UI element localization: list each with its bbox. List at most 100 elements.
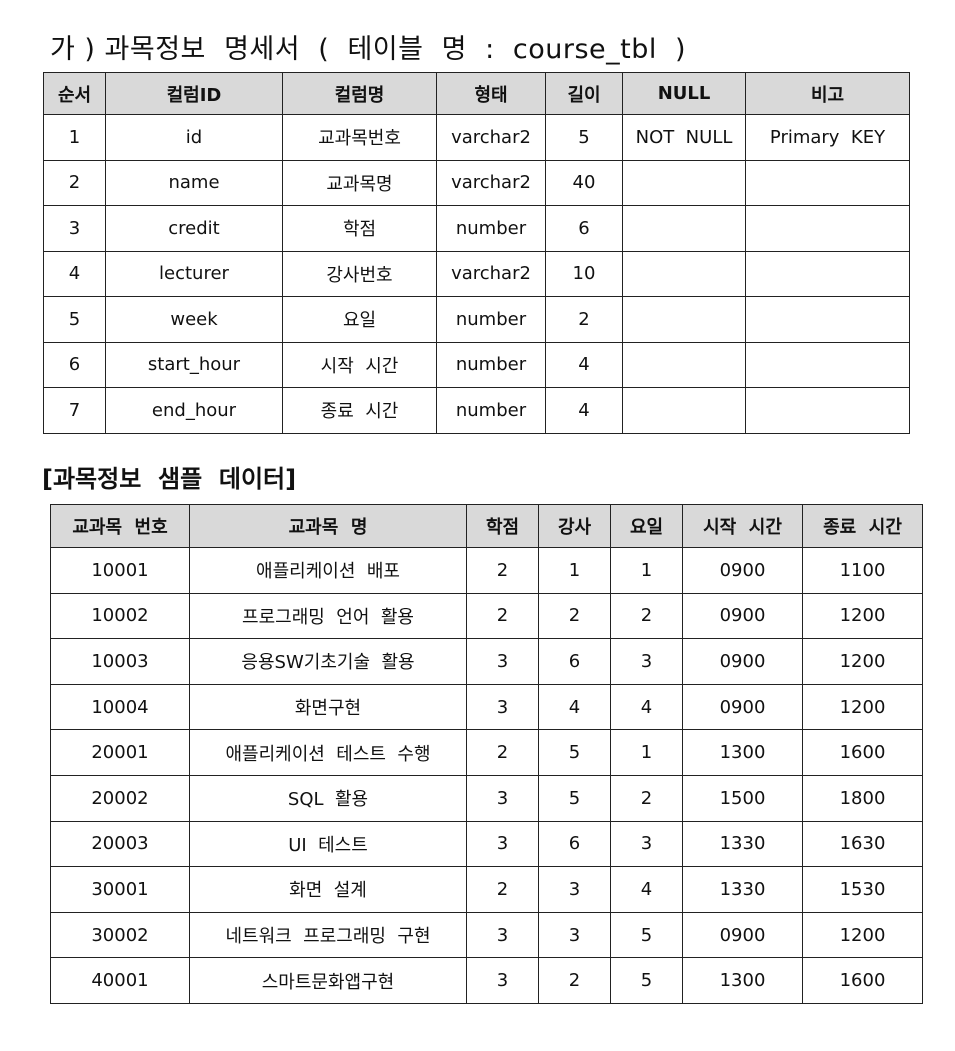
table-cell: 4 — [610, 866, 683, 913]
sample-header-cell: 학점 — [466, 504, 539, 548]
table-cell: 3 — [466, 911, 539, 959]
table-cell: 40001 — [50, 957, 190, 1004]
table-row: 2 name 교과목명 varchar2 40 — [43, 159, 910, 206]
table-cell — [622, 296, 746, 343]
table-cell: 0900 — [682, 592, 803, 640]
table-cell: 3 — [466, 820, 539, 868]
table-cell: 0900 — [682, 547, 803, 594]
table-cell: 강사번호 — [282, 250, 437, 297]
sample-header-cell: 강사 — [538, 504, 611, 548]
spec-header-cell: 형태 — [436, 72, 546, 115]
table-cell: 3 — [466, 774, 539, 822]
table-cell: number — [436, 341, 546, 388]
table-cell — [745, 341, 910, 388]
table-cell: 3 — [466, 638, 539, 685]
table-cell: number — [436, 296, 546, 343]
table-cell: varchar2 — [436, 250, 546, 297]
table-cell: 1 — [43, 114, 106, 161]
table-cell: lecturer — [105, 250, 283, 297]
table-cell: 1100 — [802, 547, 923, 594]
table-row: 30001 화면 설계 2 3 4 1330 1530 — [50, 866, 923, 913]
spec-header-cell: 비고 — [745, 72, 910, 115]
table-cell: 4 — [610, 683, 683, 731]
table-cell: 10004 — [50, 683, 190, 731]
table-cell: 교과목번호 — [282, 114, 437, 161]
table-cell: 30002 — [50, 911, 190, 959]
table-cell: 2 — [466, 866, 539, 913]
table-cell — [745, 296, 910, 343]
table-cell: 1 — [610, 729, 683, 776]
table-cell: 2 — [610, 774, 683, 822]
table-cell: 3 — [610, 638, 683, 685]
table-cell: 애플리케이션 테스트 수행 — [189, 729, 467, 776]
table-cell: 0900 — [682, 911, 803, 959]
table-cell: 6 — [43, 341, 106, 388]
table-cell: 2 — [610, 592, 683, 640]
table-cell — [622, 387, 746, 434]
table-cell: 1800 — [802, 774, 923, 822]
table-cell: 20003 — [50, 820, 190, 868]
table-row: 1 id 교과목번호 varchar2 5 NOT NULL Primary KEY — [43, 114, 910, 161]
sample-header-cell: 종료 시간 — [802, 504, 923, 548]
table-cell: UI 테스트 — [189, 820, 467, 868]
table-cell: 6 — [545, 205, 623, 252]
table-row: 10003 응용SW기초기술 활용 3 6 3 0900 1200 — [50, 638, 923, 685]
table-cell — [622, 159, 746, 206]
spec-header-cell: NULL — [622, 72, 746, 115]
table-cell: 요일 — [282, 296, 437, 343]
table-row: 4 lecturer 강사번호 varchar2 10 — [43, 250, 910, 297]
table-cell: 20001 — [50, 729, 190, 776]
table-row: 10001 애플리케이션 배포 2 1 1 0900 1100 — [50, 547, 923, 594]
table-row: 10004 화면구현 3 4 4 0900 1200 — [50, 683, 923, 731]
table-cell: 4 — [545, 341, 623, 388]
table-cell — [622, 250, 746, 297]
table-cell: 4 — [545, 387, 623, 434]
table-cell — [745, 205, 910, 252]
table-row: 20001 애플리케이션 테스트 수행 2 5 1 1300 1600 — [50, 729, 923, 776]
table-cell: 5 — [610, 957, 683, 1004]
table-cell: 0900 — [682, 638, 803, 685]
table-row: 20003 UI 테스트 3 6 3 1330 1630 — [50, 820, 923, 868]
sample-header-cell: 요일 — [610, 504, 683, 548]
table-cell: 1300 — [682, 729, 803, 776]
table-cell: 10 — [545, 250, 623, 297]
table-cell: 5 — [538, 729, 611, 776]
sample-title: [과목정보 샘플 데이터] — [42, 465, 297, 493]
table-cell: 3 — [466, 683, 539, 731]
spec-header-row: 순서 컬럼ID 컬럼명 형태 길이 NULL 비고 — [43, 72, 910, 115]
table-cell: id — [105, 114, 283, 161]
sample-table-body: 10001 애플리케이션 배포 2 1 1 0900 1100 10002 프로그래밍 언어 활… — [50, 547, 923, 1004]
table-row: 40001 스마트문화앱구현 3 2 5 1300 1600 — [50, 957, 923, 1004]
table-cell: week — [105, 296, 283, 343]
table-cell: 교과목명 — [282, 159, 437, 206]
table-row: 5 week 요일 number 2 — [43, 296, 910, 343]
sample-table: 교과목 번호 교과목 명 학점 강사 요일 시작 시간 종료 시간 10001 애… — [50, 504, 923, 1004]
table-cell: 1200 — [802, 638, 923, 685]
table-cell: 1200 — [802, 911, 923, 959]
table-cell: 10002 — [50, 592, 190, 640]
table-cell — [745, 387, 910, 434]
table-cell: 학점 — [282, 205, 437, 252]
table-cell: 1 — [538, 547, 611, 594]
table-cell: Primary KEY — [745, 114, 910, 161]
table-cell: 종료 시간 — [282, 387, 437, 434]
table-cell: 프로그래밍 언어 활용 — [189, 592, 467, 640]
table-cell: 1500 — [682, 774, 803, 822]
spec-header-cell: 컬럼ID — [105, 72, 283, 115]
table-cell: 10001 — [50, 547, 190, 594]
table-cell: 2 — [466, 729, 539, 776]
spec-title: 가 ) 과목정보 명세서 ( 테이블 명 : course_tbl ) — [50, 34, 687, 65]
table-cell: number — [436, 387, 546, 434]
table-row: 10002 프로그래밍 언어 활용 2 2 2 0900 1200 — [50, 592, 923, 640]
table-cell: SQL 활용 — [189, 774, 467, 822]
table-cell: 응용SW기초기술 활용 — [189, 638, 467, 685]
table-cell: 3 — [538, 866, 611, 913]
table-cell: 시작 시간 — [282, 341, 437, 388]
table-cell: 1200 — [802, 683, 923, 731]
table-cell: 1300 — [682, 957, 803, 1004]
table-cell: 10003 — [50, 638, 190, 685]
table-cell: name — [105, 159, 283, 206]
table-cell: 1 — [610, 547, 683, 594]
table-cell: start_hour — [105, 341, 283, 388]
table-cell: 1330 — [682, 820, 803, 868]
